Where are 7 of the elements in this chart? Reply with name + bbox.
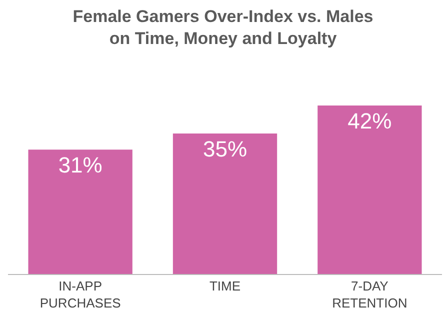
data-label: 31% (58, 152, 102, 178)
x-tick-label: IN-APP PURCHASES (40, 278, 122, 310)
x-tick-label: TIME (209, 278, 241, 294)
data-label: 42% (348, 108, 392, 134)
chart-title: Female Gamers Over-Index vs. Males on Time, Money and Loyalty (72, 6, 374, 48)
x-tick-label: 7-DAY RETENTION (332, 278, 408, 310)
data-label: 35% (202, 136, 248, 162)
